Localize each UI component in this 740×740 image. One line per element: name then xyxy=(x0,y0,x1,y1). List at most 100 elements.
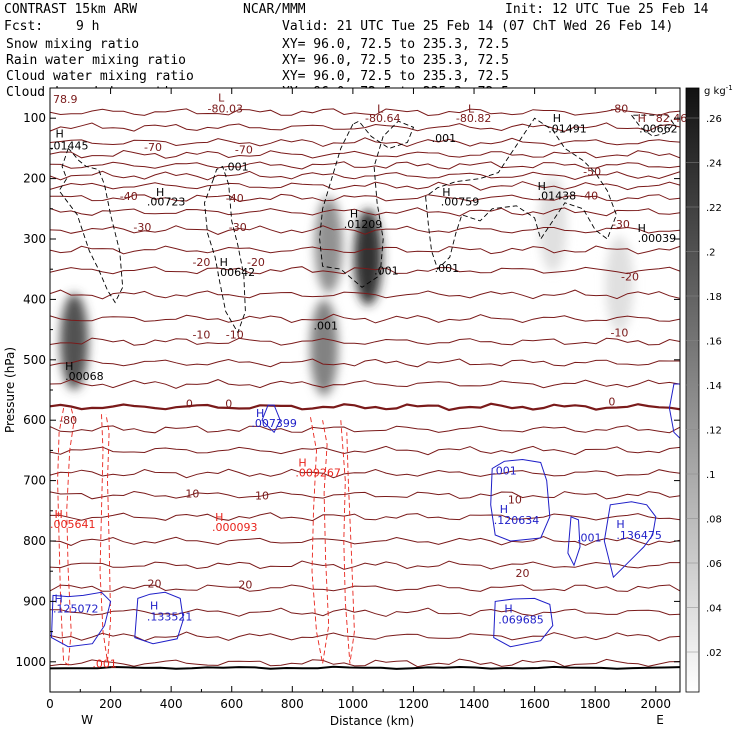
colorbar-tick-label: .02 xyxy=(706,648,722,659)
cloud-ice-contour xyxy=(204,165,246,334)
temperature-contour xyxy=(50,266,680,275)
legend-entry-name: Rain water mixing ratio xyxy=(6,53,186,68)
temperature-label: -80 xyxy=(59,414,77,427)
contour-annotation: -80.64 xyxy=(365,112,400,125)
colorbar-tick-label: .24 xyxy=(706,159,722,170)
contour-annotation: H xyxy=(220,256,228,269)
contour-annotation: H xyxy=(298,456,306,469)
cloud-water-contours xyxy=(50,383,680,648)
temperature-contour xyxy=(50,425,680,434)
contour-annotation: H xyxy=(500,503,508,516)
contour-annotation: H xyxy=(156,186,164,199)
x-tick-label: 1800 xyxy=(580,697,611,711)
temperature-label: -40 xyxy=(580,190,598,203)
snow-blob xyxy=(60,293,89,390)
axes: 0 200 400 600 800 1000 1200 1400 1600 1800 2000100… xyxy=(15,87,680,711)
temperature-contour xyxy=(50,108,680,117)
cloud-ice-contours xyxy=(58,114,675,334)
x-tick-label: 200 xyxy=(99,697,122,711)
contour-annotation: .001 xyxy=(374,264,399,277)
cloud-water-contour xyxy=(567,516,581,567)
temperature-label: -10 xyxy=(226,328,244,341)
temperature-contour xyxy=(50,181,680,191)
x-tick-label: 0 xyxy=(46,697,54,711)
forecast-label: Fcst: xyxy=(4,19,43,34)
contour-annotation: H xyxy=(55,508,63,521)
cloud-ice-contour xyxy=(58,147,124,304)
contour-annotation: L xyxy=(377,103,384,116)
temperature-contours xyxy=(50,108,680,670)
y-tick-label: 900 xyxy=(23,594,46,608)
x-tick-label: 1200 xyxy=(398,697,429,711)
colorbar-tick-label: .22 xyxy=(706,203,722,214)
plot-area: -80 -70 -70 -40 -40 -30 -30 -50 -40 -30 -20 -20 -20 -… xyxy=(3,87,688,728)
y-tick-label: 1000 xyxy=(15,655,46,669)
contour-annotation: .007399 xyxy=(251,417,297,430)
temperature-label: -10 xyxy=(610,327,628,340)
cloud-water-contour xyxy=(668,383,680,440)
y-tick-label: 600 xyxy=(23,413,46,427)
contour-annotation: H xyxy=(65,360,73,373)
temperature-contour xyxy=(50,313,680,324)
colorbar-unit: g kg-1 xyxy=(704,84,733,97)
contour-annotation: .01438 xyxy=(538,190,577,203)
temperature-label: -70 xyxy=(144,141,162,154)
temperature-label: -20 xyxy=(621,270,639,283)
snow-blob xyxy=(605,236,634,333)
contour-annotation: .00642 xyxy=(217,266,256,279)
contour-annotation: 82.46 xyxy=(656,112,688,125)
cloud-water-contour xyxy=(50,591,112,648)
temperature-label: -40 xyxy=(226,192,244,205)
colorbar-scale xyxy=(685,87,700,693)
colorbar-tick-label: .26 xyxy=(706,114,722,125)
temperature-contour xyxy=(50,584,680,592)
contour-annotation: H xyxy=(256,407,264,420)
temperature-contour xyxy=(50,468,680,479)
colorbar: g kg-1 .26 .24 .22 .2 .18 .16 .14 .12 .1 .08 .06 .0… xyxy=(685,84,733,693)
legend-entry-name: Snow mixing ratio xyxy=(6,37,139,52)
temperature-label: -20 xyxy=(247,256,265,269)
cloud-water-contour xyxy=(490,458,551,542)
y-tick-label: 200 xyxy=(23,172,46,186)
temperature-contour xyxy=(50,149,680,159)
init-time: Init: 12 UTC Tue 25 Feb 14 xyxy=(505,2,709,17)
temperature-contour xyxy=(50,490,680,500)
temperature-label: 10 xyxy=(255,490,269,503)
contour-annotation: H xyxy=(638,222,646,235)
contour-annotation: .001 xyxy=(92,658,117,671)
contour-annotation: .00662 xyxy=(639,122,678,135)
contour-annotation: L xyxy=(468,103,475,116)
temperature-label: 10 xyxy=(185,487,199,500)
plot-background xyxy=(50,88,680,692)
rain-contour xyxy=(340,420,355,664)
contour-annotation: L xyxy=(218,92,225,105)
contour-annotation: H xyxy=(55,127,63,140)
x-tick-label: 600 xyxy=(220,697,243,711)
snow-blob xyxy=(314,197,343,294)
temperature-contour xyxy=(50,607,680,617)
rain-contour xyxy=(99,414,112,662)
contour-annotation: .00039 xyxy=(638,232,677,245)
temperature-contour xyxy=(50,358,680,368)
legend-entry-xy: XY= 96.0, 72.5 to 235.3, 72.5 xyxy=(282,37,509,52)
temperature-contour xyxy=(50,512,680,522)
temperature-label: 0 xyxy=(225,397,232,410)
y-tick-label: 500 xyxy=(23,353,46,367)
temperature-label: -20 xyxy=(192,256,210,269)
temperature-contour xyxy=(50,207,680,217)
contour-annotation: .001 xyxy=(577,531,602,544)
colorbar-tick-label: .18 xyxy=(706,292,722,303)
contour-annotation: .133521 xyxy=(147,611,193,624)
forecast-value: 9 h xyxy=(76,19,99,34)
contour-annotation: .01445 xyxy=(50,139,89,152)
temperature-contour xyxy=(50,289,680,300)
temperature-label: -30 xyxy=(612,218,630,231)
temperature-label: -40 xyxy=(120,190,138,203)
rain-contour xyxy=(310,417,330,664)
colorbar-tick-label: .14 xyxy=(706,381,722,392)
east-label: E xyxy=(656,713,664,727)
contour-annotation: .00723 xyxy=(147,196,186,209)
x-tick-label: 1000 xyxy=(338,697,369,711)
cloud-ice-contour xyxy=(425,117,617,271)
